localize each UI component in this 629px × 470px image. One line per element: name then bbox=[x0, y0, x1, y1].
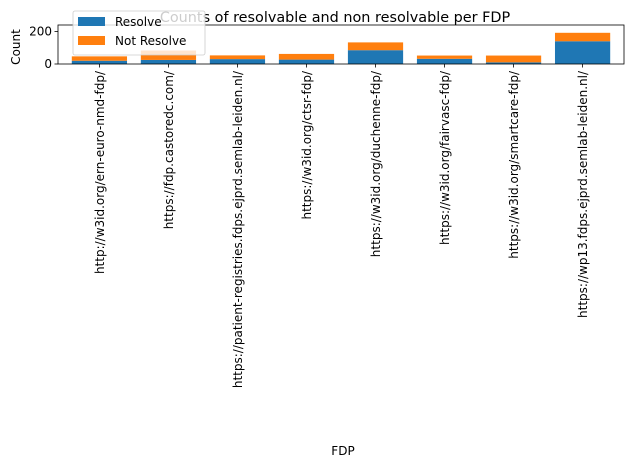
x-tick-label-4: https://w3id.org/duchenne-fdp/ bbox=[369, 70, 383, 257]
bar-resolve-6 bbox=[485, 62, 542, 65]
legend-box bbox=[72, 10, 206, 56]
x-tick-label-6: https://w3id.org/smartcare-fdp/ bbox=[507, 70, 521, 259]
x-tick-label-0: http://w3id.org/ern-euro-nmd-fdp/ bbox=[93, 70, 107, 274]
legend-swatch-1 bbox=[78, 36, 105, 45]
x-tick-label-7: https://wp13.fdps.ejprd.semlab-leiden.nl… bbox=[576, 70, 590, 318]
bar-not-resolve-3 bbox=[278, 53, 335, 60]
chart-title: Counts of resolvable and non resolvable … bbox=[160, 10, 511, 26]
bar-resolve-7 bbox=[554, 41, 611, 64]
plot-frame bbox=[57, 24, 625, 65]
legend-label-1: Not Resolve bbox=[115, 34, 186, 48]
y-tick-label-1: 200 bbox=[29, 25, 52, 39]
bar-resolve-0 bbox=[71, 60, 128, 64]
axes-layer: 0 200 http://w3id.org/ern-euro-nmd-fdp/htt… bbox=[29, 24, 625, 388]
bar-resolve-4 bbox=[347, 50, 404, 64]
x-tick-label-5: https://w3id.org/fairvasc-fdp/ bbox=[438, 70, 452, 245]
legend-swatch-0 bbox=[78, 17, 105, 26]
y-axis-label: Count bbox=[9, 29, 23, 65]
bar-not-resolve-2 bbox=[209, 55, 266, 60]
bar-not-resolve-5 bbox=[416, 55, 473, 59]
x-tick-label-1: https://fdp.castoredc.com/ bbox=[162, 70, 176, 229]
bar-not-resolve-7 bbox=[554, 32, 611, 42]
legend: Resolve Not Resolve bbox=[72, 10, 206, 56]
bar-resolve-5 bbox=[416, 58, 473, 64]
bar-not-resolve-4 bbox=[347, 42, 404, 51]
bar-resolve-2 bbox=[209, 59, 266, 65]
bar-not-resolve-0 bbox=[71, 56, 128, 61]
x-tick-label-2: https://patient-registries.fdps.ejprd.se… bbox=[231, 70, 245, 388]
y-tick-label-0: 0 bbox=[44, 57, 52, 71]
x-tick-label-3: https://w3id.org/ctsr-fdp/ bbox=[300, 70, 314, 219]
legend-label-0: Resolve bbox=[115, 15, 162, 29]
bar-resolve-3 bbox=[278, 59, 335, 64]
bar-not-resolve-6 bbox=[485, 55, 542, 63]
x-axis-label: FDP bbox=[331, 444, 354, 458]
bar-resolve-1 bbox=[140, 59, 197, 64]
